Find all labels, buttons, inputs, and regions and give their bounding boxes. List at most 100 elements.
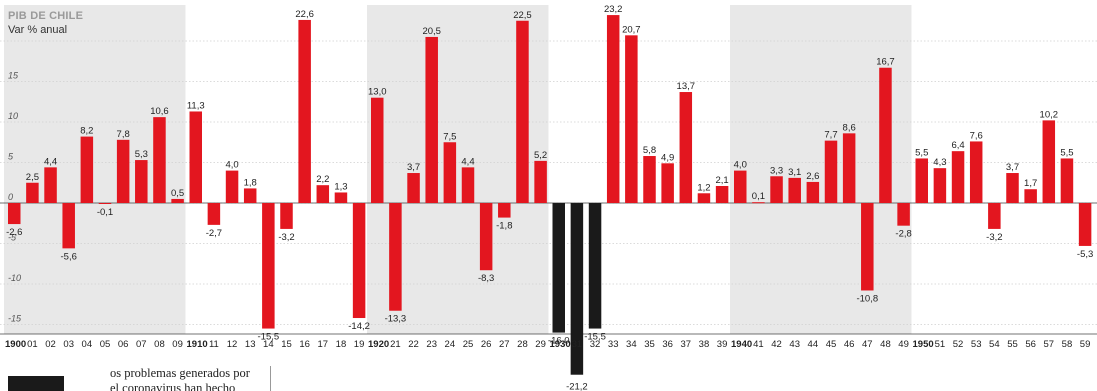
value-label: 20,5 <box>422 26 441 37</box>
bar-47 <box>861 203 874 291</box>
bar-54 <box>988 203 1001 229</box>
y-tick-label: 10 <box>8 111 18 121</box>
x-tick-label: 49 <box>898 339 909 350</box>
bar-19 <box>352 203 366 319</box>
value-label: -10,8 <box>856 293 878 304</box>
article-snippet: os problemas generados por el coronaviru… <box>0 362 280 391</box>
bar-07 <box>135 160 148 203</box>
x-tick-label: 17 <box>318 339 329 350</box>
bar-49 <box>897 203 910 226</box>
value-label: -5,6 <box>61 251 77 262</box>
x-tick-label: 18 <box>336 339 347 350</box>
y-tick-label: -5 <box>8 233 17 243</box>
bar-42 <box>770 176 783 203</box>
x-tick-label: 1920 <box>368 339 389 350</box>
bar-03 <box>62 203 75 249</box>
article-line: el coronavirus han hecho <box>110 381 236 391</box>
bar-21 <box>389 203 402 311</box>
value-label: 20,7 <box>622 24 641 35</box>
value-labels: -2,6 2,5 4,4 -5,6 8,2 -0,1 7,8 5,3 10,6 0,5 11,3 -2… <box>6 4 1093 391</box>
x-tick-label: 07 <box>136 339 147 350</box>
value-label: 5,5 <box>1060 147 1073 158</box>
x-tick-label: 1900 <box>5 339 26 350</box>
value-label: 4,4 <box>44 156 57 167</box>
article-text: os problemas generados por el coronaviru… <box>110 366 265 391</box>
x-tick-label: 01 <box>27 339 38 350</box>
bar-35 <box>643 156 656 203</box>
bar-04 <box>80 136 94 203</box>
value-label: 1,3 <box>334 181 347 192</box>
bar-48 <box>879 67 892 203</box>
value-label: -16,0 <box>548 336 570 347</box>
x-tick-label: 42 <box>771 339 782 350</box>
x-tick-label: 26 <box>481 339 492 350</box>
x-tick-label: 48 <box>880 339 891 350</box>
x-tick-label: 53 <box>971 339 982 350</box>
y-axis-label: Var % anual <box>8 24 68 36</box>
x-tick-label: 45 <box>826 339 837 350</box>
x-tick-label: 36 <box>662 339 673 350</box>
bar-52 <box>951 151 965 203</box>
bar-36 <box>661 163 674 203</box>
x-tick-label: 34 <box>626 339 637 350</box>
value-label: -0,1 <box>97 207 113 218</box>
chart-title: PIB DE CHILE <box>8 10 84 22</box>
value-label: 4,9 <box>661 152 674 163</box>
x-tick-label: 21 <box>390 339 401 350</box>
value-label: 22,5 <box>513 10 532 21</box>
bar-39 <box>715 185 729 203</box>
bar-1900 <box>8 203 21 225</box>
value-label: 4,0 <box>225 160 238 171</box>
bar-26 <box>479 203 493 271</box>
value-label: 23,2 <box>604 4 623 15</box>
x-tick-label: 38 <box>699 339 710 350</box>
x-tick-label: 15 <box>281 339 292 350</box>
value-label: -5,3 <box>1077 249 1093 260</box>
bar-06 <box>116 139 130 203</box>
bar-56 <box>1024 189 1037 203</box>
x-tick-label: 33 <box>608 339 619 350</box>
value-label: -14,2 <box>348 321 370 332</box>
bar-57 <box>1042 120 1056 203</box>
value-label: 10,6 <box>150 106 169 117</box>
x-tick-label: 59 <box>1080 339 1091 350</box>
x-tick-label: 55 <box>1007 339 1018 350</box>
value-label: 3,1 <box>788 167 801 178</box>
x-tick-label: 16 <box>299 339 310 350</box>
bar-1950 <box>915 158 928 203</box>
bar-13 <box>243 188 257 203</box>
bar-17 <box>316 185 330 203</box>
value-label: 3,7 <box>407 162 420 173</box>
y-tick-label: 5 <box>8 152 14 162</box>
value-label: 1,7 <box>1024 178 1037 189</box>
value-label: -13,3 <box>385 314 407 325</box>
bar-37 <box>679 92 693 203</box>
x-tick-label: 03 <box>63 339 74 350</box>
value-label: -2,7 <box>206 228 222 239</box>
value-label: 2,6 <box>806 171 819 182</box>
value-label: -2,6 <box>6 227 22 238</box>
bar-05 <box>98 203 112 204</box>
bar-53 <box>969 141 983 203</box>
bar-18 <box>334 192 348 203</box>
x-axis-labels: 1900 01 02 03 04 05 06 07 08 09 1910 11 12 13 14 15 16 17… <box>5 339 1090 350</box>
bar-01 <box>26 182 39 203</box>
drop-cap <box>8 376 64 391</box>
x-tick-label: 25 <box>463 339 474 350</box>
x-tick-label: 27 <box>499 339 510 350</box>
bar-1940 <box>734 170 747 203</box>
x-tick-label: 29 <box>535 339 546 350</box>
x-tick-label: 22 <box>408 339 419 350</box>
x-tick-label: 41 <box>753 339 764 350</box>
value-label: 22,6 <box>295 9 314 20</box>
bars <box>8 15 1092 375</box>
value-label: 7,7 <box>824 130 837 141</box>
x-tick-label: 06 <box>118 339 129 350</box>
bar-23 <box>425 36 438 204</box>
value-label: 5,3 <box>135 149 148 160</box>
x-tick-label: 1950 <box>913 339 934 350</box>
bar-25 <box>461 167 475 203</box>
x-tick-label: 43 <box>789 339 800 350</box>
x-tick-label: 1930 <box>550 339 571 350</box>
